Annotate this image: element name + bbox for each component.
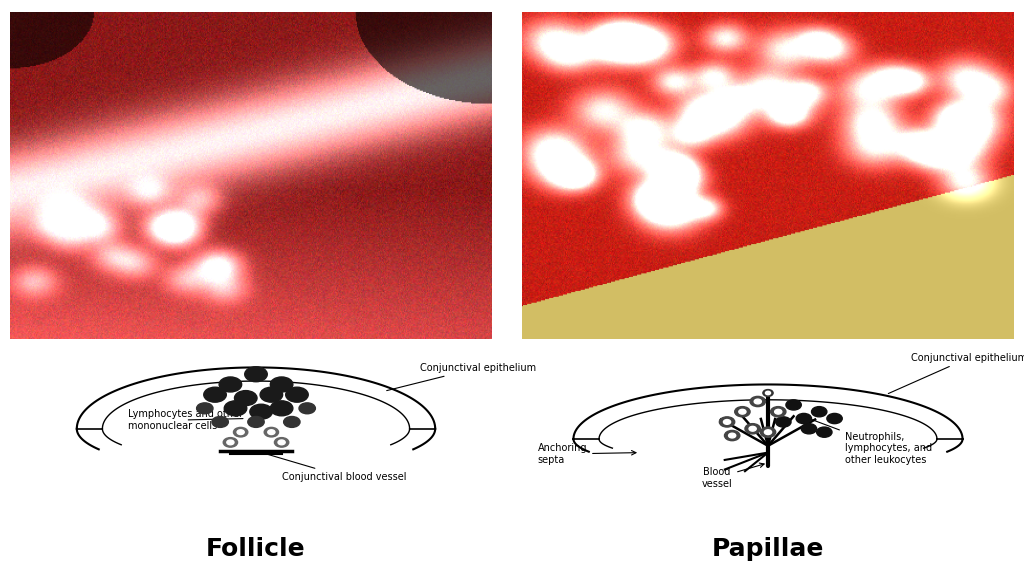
Circle shape <box>771 406 786 417</box>
Circle shape <box>197 403 213 413</box>
Circle shape <box>212 416 228 427</box>
Text: Anchoring
septa: Anchoring septa <box>538 443 636 465</box>
Circle shape <box>817 427 831 437</box>
Circle shape <box>745 423 760 434</box>
Circle shape <box>725 430 739 441</box>
Circle shape <box>284 416 300 427</box>
Circle shape <box>250 404 272 419</box>
Circle shape <box>248 416 264 427</box>
Circle shape <box>238 430 245 434</box>
Circle shape <box>245 367 267 382</box>
Circle shape <box>279 440 285 445</box>
Circle shape <box>227 440 233 445</box>
Circle shape <box>766 391 770 395</box>
Circle shape <box>764 430 772 434</box>
Circle shape <box>775 409 782 414</box>
Circle shape <box>219 377 242 392</box>
Circle shape <box>754 399 761 404</box>
Text: Conjunctival epithelium: Conjunctival epithelium <box>387 363 536 391</box>
Text: Follicle: Follicle <box>206 537 306 561</box>
Circle shape <box>797 413 811 423</box>
Circle shape <box>723 419 730 425</box>
Circle shape <box>223 437 238 447</box>
Circle shape <box>270 401 293 416</box>
Circle shape <box>299 403 315 413</box>
Text: Conjunctival blood vessel: Conjunctival blood vessel <box>259 451 407 482</box>
Circle shape <box>802 423 817 434</box>
Circle shape <box>719 417 734 427</box>
Text: Neutrophils,
lymphocytes, and
other leukocytes: Neutrophils, lymphocytes, and other leuk… <box>812 419 932 465</box>
Text: Papillae: Papillae <box>712 537 824 561</box>
Text: Blood
vessel: Blood vessel <box>701 463 764 489</box>
Circle shape <box>827 413 842 423</box>
Circle shape <box>233 427 248 437</box>
Circle shape <box>811 406 827 417</box>
Circle shape <box>763 390 773 397</box>
Circle shape <box>735 406 750 417</box>
Circle shape <box>204 387 226 402</box>
Circle shape <box>274 437 289 447</box>
Circle shape <box>268 430 274 434</box>
Circle shape <box>750 426 756 431</box>
Circle shape <box>264 427 279 437</box>
Circle shape <box>776 417 791 427</box>
Circle shape <box>729 433 735 438</box>
Circle shape <box>738 409 745 414</box>
Circle shape <box>750 397 765 406</box>
Circle shape <box>286 387 308 402</box>
Circle shape <box>234 391 257 406</box>
Circle shape <box>786 400 801 410</box>
Circle shape <box>260 387 283 402</box>
Text: Lymphocytes and other
mononuclear cells: Lymphocytes and other mononuclear cells <box>128 409 243 431</box>
Circle shape <box>760 427 776 437</box>
Text: Conjunctival epithelium: Conjunctival epithelium <box>888 353 1024 394</box>
Circle shape <box>270 377 293 392</box>
Circle shape <box>224 401 247 416</box>
